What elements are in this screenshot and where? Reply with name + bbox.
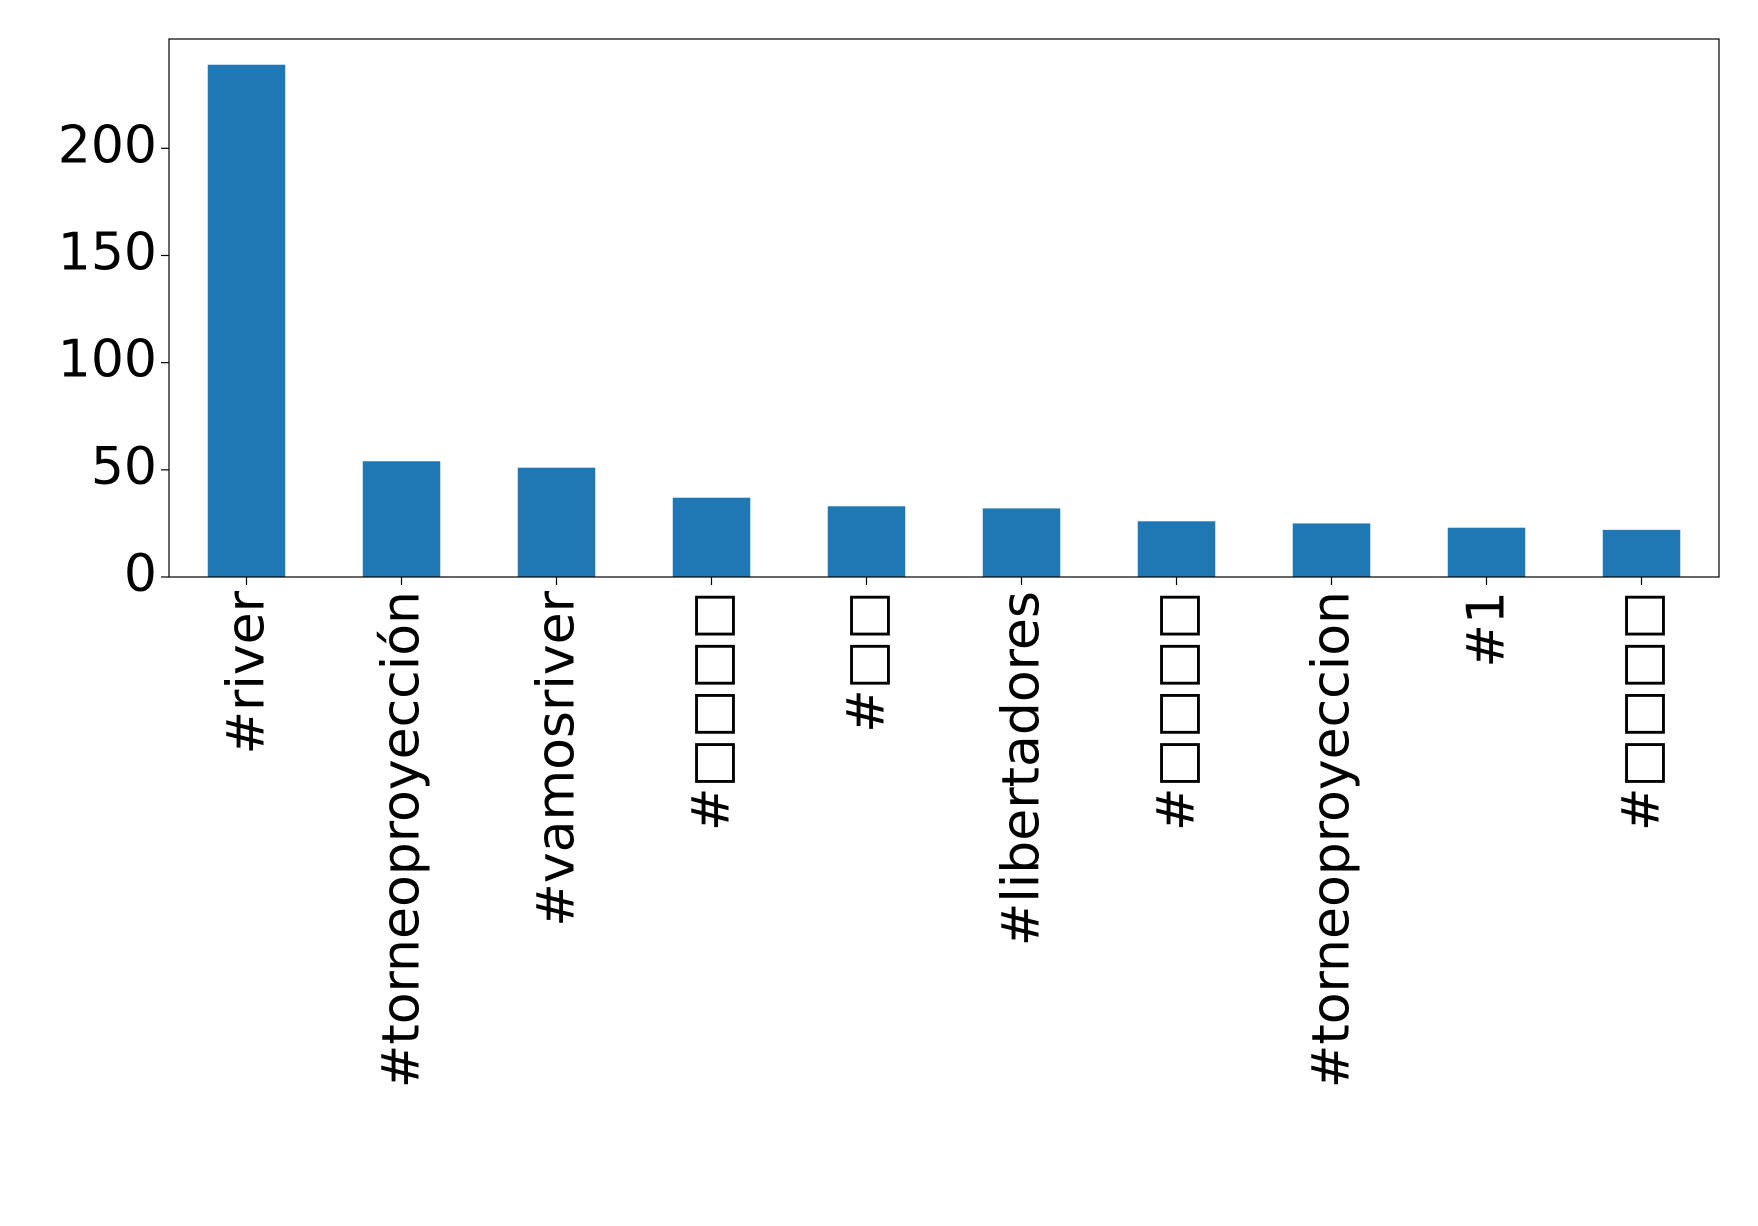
x-tick-label: #libertadores bbox=[992, 591, 1052, 946]
y-tick-label: 150 bbox=[58, 222, 157, 282]
x-tick-label: #torneoproyeccion bbox=[1302, 591, 1362, 1088]
x-tick-label: #□□ bbox=[837, 591, 897, 733]
bar bbox=[517, 467, 596, 577]
bar bbox=[1602, 529, 1681, 577]
x-tick-label: #□□□□ bbox=[682, 591, 742, 831]
bar bbox=[827, 506, 906, 577]
plot-frame bbox=[168, 38, 1720, 578]
y-tick-label: 0 bbox=[124, 544, 157, 604]
bar bbox=[672, 497, 751, 577]
bar bbox=[207, 64, 286, 577]
x-tick-label: #1 bbox=[1457, 591, 1517, 668]
bar bbox=[982, 508, 1061, 577]
bar bbox=[362, 461, 441, 577]
bar bbox=[1447, 527, 1526, 577]
y-tick-label: 100 bbox=[58, 330, 157, 390]
x-tick-label: #river bbox=[217, 590, 277, 754]
bar bbox=[1292, 523, 1371, 577]
x-tick-label: #torneoproyección bbox=[372, 591, 432, 1088]
y-tick-label: 200 bbox=[58, 115, 157, 175]
bar bbox=[1137, 521, 1216, 577]
x-tick-label: #□□□□ bbox=[1147, 591, 1207, 831]
x-tick-label: #□□□□ bbox=[1612, 591, 1672, 831]
x-tick-label: #vamosriver bbox=[527, 590, 587, 926]
y-tick-label: 50 bbox=[91, 437, 157, 497]
